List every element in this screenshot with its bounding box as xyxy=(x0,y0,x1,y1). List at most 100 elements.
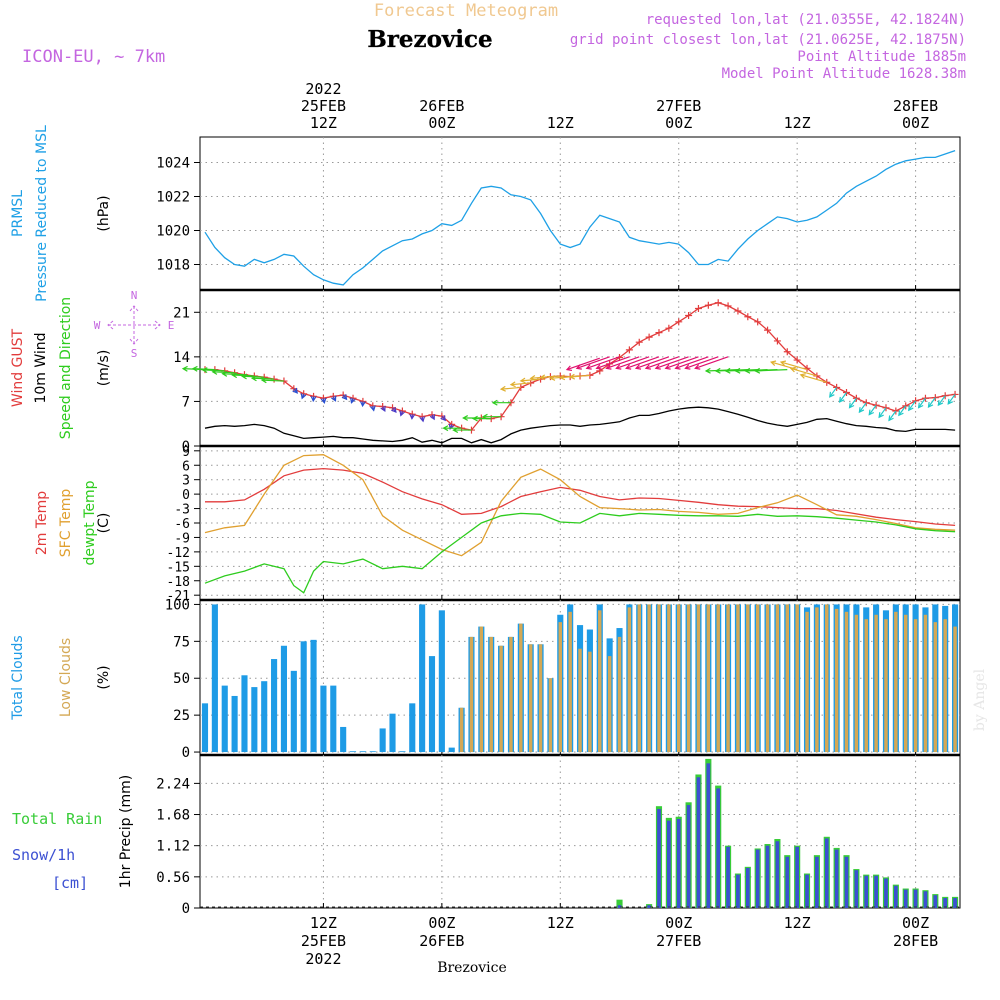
bar-low-clouds xyxy=(795,604,799,753)
wind-arrow-head xyxy=(744,367,751,374)
wind-arrow-head xyxy=(734,367,741,374)
y-tick-label: 1.12 xyxy=(156,839,190,855)
wind-arrow-head xyxy=(529,375,536,381)
bar-total-clouds xyxy=(261,681,268,753)
bar-low-clouds xyxy=(834,608,839,753)
wind-arrow-head xyxy=(341,394,348,401)
wind-arrow-head xyxy=(350,397,356,404)
bar-low-clouds xyxy=(904,614,908,753)
wind-arrow xyxy=(800,374,827,383)
wind-arrow xyxy=(947,394,956,405)
bar-snow xyxy=(903,889,908,908)
ylabel: 2m Temp xyxy=(34,491,50,555)
wind-arrow-head xyxy=(250,375,257,382)
precip-legend-label: [cm] xyxy=(52,874,88,892)
panels: 1018102010221024(hPa)071421(m/s)-21-18-1… xyxy=(10,125,961,917)
y-tick-label: -21 xyxy=(167,589,190,604)
wind-arrow-head xyxy=(440,415,447,422)
time-axis-label: 28FEB xyxy=(893,97,938,115)
wind-arrow xyxy=(212,371,235,374)
gust-marker xyxy=(754,318,762,326)
bar-total-clouds xyxy=(310,639,317,753)
wind-arrow-head xyxy=(779,360,787,367)
wind-arrow xyxy=(849,397,857,408)
wind-arrow xyxy=(606,356,640,369)
bar-low-clouds xyxy=(578,648,582,753)
wind-arrow xyxy=(888,410,897,421)
gust-marker xyxy=(645,333,653,341)
wind-arrow-head xyxy=(201,367,208,374)
bar-low-clouds xyxy=(528,644,533,753)
wind-arrow-head xyxy=(260,377,267,384)
bar-low-clouds xyxy=(588,651,592,753)
bar-total-clouds xyxy=(211,604,218,753)
y-tick-label: 7 xyxy=(182,394,190,410)
wind-arrow-head xyxy=(789,366,796,373)
info-line-requested: requested lon,lat (21.0355E, 42.1824N) xyxy=(646,12,966,28)
wind-arrow xyxy=(695,356,729,369)
series-line-sfc-temp xyxy=(204,454,956,557)
wind-arrow-head xyxy=(754,367,761,374)
wind-arrow-head xyxy=(481,413,488,420)
wind-arrow-head xyxy=(292,387,298,394)
compass-letter: W xyxy=(94,319,101,332)
wind-arrow-head xyxy=(565,365,573,372)
bar-low-clouds xyxy=(785,604,790,753)
y-tick-label: 0 xyxy=(182,745,190,761)
time-axis-label: 12Z xyxy=(547,114,574,132)
wind-arrow xyxy=(829,387,838,398)
y-tick-label: -3 xyxy=(174,503,190,518)
bar-low-clouds xyxy=(815,607,819,753)
bar-low-clouds xyxy=(884,619,888,753)
wind-arrow-head xyxy=(634,364,642,370)
gust-marker xyxy=(793,356,801,364)
bar-low-clouds xyxy=(765,604,770,753)
wind-arrow xyxy=(252,377,275,380)
series-line-dewpt-temp xyxy=(204,512,956,594)
bar-total-clouds xyxy=(359,751,366,753)
bar-snow xyxy=(696,777,701,908)
bar-snow xyxy=(775,841,780,908)
meteogram-title: Forecast Meteogram xyxy=(374,1,558,21)
bar-snow xyxy=(706,763,711,908)
y-tick-label: 14 xyxy=(173,350,190,366)
bar-low-clouds xyxy=(696,604,701,753)
unit-label: (%) xyxy=(96,665,112,689)
wind-arrow-head xyxy=(310,396,317,403)
ylabel: 10m Wind xyxy=(33,332,49,403)
bar-low-clouds xyxy=(825,604,829,753)
bar-snow xyxy=(854,870,859,908)
bar-total-clouds xyxy=(241,675,248,753)
bar-low-clouds xyxy=(755,604,760,753)
y-tick-label: -15 xyxy=(167,560,190,575)
ylabel: Low Clouds xyxy=(58,638,74,717)
time-axis-label: 12Z xyxy=(547,914,574,932)
gust-marker xyxy=(665,324,673,332)
wind-arrow xyxy=(868,404,877,415)
wind-arrow-head xyxy=(625,364,632,370)
bar-total-clouds xyxy=(379,728,386,753)
bar-total-clouds xyxy=(201,703,209,753)
bar-low-clouds xyxy=(558,622,563,753)
bar-snow xyxy=(686,805,691,908)
wind-arrow xyxy=(908,400,917,411)
bar-snow xyxy=(894,885,898,908)
location-title: Brezovice xyxy=(367,26,492,53)
bar-total-clouds xyxy=(290,670,297,753)
wind-arrow-head xyxy=(585,364,592,370)
bar-snow xyxy=(785,856,790,908)
wind-arrow xyxy=(570,374,590,378)
wind-arrow xyxy=(878,407,887,418)
wind-arrow-head xyxy=(605,364,612,370)
wind-arrow xyxy=(566,357,600,371)
bar-total-clouds xyxy=(330,685,337,753)
wind-arrow-head xyxy=(829,391,835,398)
time-axis-label: 00Z xyxy=(665,114,692,132)
bar-snow xyxy=(755,849,760,908)
bar-low-clouds xyxy=(864,619,868,753)
bar-low-clouds xyxy=(499,645,503,753)
precip-legend-label: Snow/1h xyxy=(12,846,75,864)
y-tick-label: 21 xyxy=(173,305,190,321)
